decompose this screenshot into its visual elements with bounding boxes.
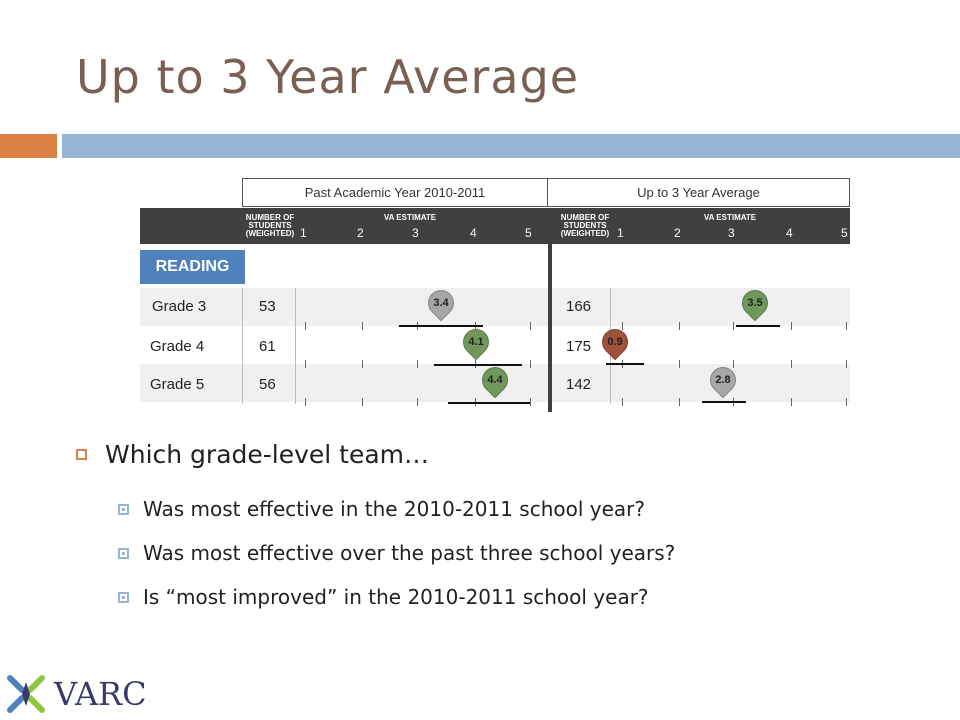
past-student-count: 56 (259, 376, 276, 393)
grade-label: Grade 5 (150, 376, 205, 393)
sub-bullet: Was most effective in the 2010-2011 scho… (118, 487, 675, 531)
avg-student-count: 175 (566, 338, 592, 355)
scale-tick: 4 (470, 226, 477, 240)
grid-tick (417, 398, 418, 406)
grid-tick (530, 360, 531, 368)
scale-tick: 1 (617, 226, 624, 240)
col-separator (295, 288, 296, 404)
va-marker-value: 3.4 (433, 297, 449, 309)
grid-tick (362, 322, 363, 330)
grid-tick (622, 322, 623, 330)
ci-line (448, 402, 530, 404)
grid-tick (846, 398, 847, 406)
sub-bullet: Was most effective over the past three s… (118, 531, 675, 575)
grid-tick (362, 398, 363, 406)
col-students-right: NUMBER OF STUDENTS (WEIGHTED) (560, 213, 610, 238)
ci-line (399, 325, 483, 327)
logo-text: VARC (54, 675, 147, 713)
va-marker-value: 0.9 (607, 336, 623, 348)
subject-label: READING (140, 250, 245, 284)
va-marker-value: 2.8 (715, 374, 731, 386)
grid-tick (679, 322, 680, 330)
square-bullet-icon (76, 449, 87, 460)
grid-tick (679, 360, 680, 368)
grid-tick (846, 322, 847, 330)
page-title: Up to 3 Year Average (76, 50, 580, 104)
header-3yr-average: Up to 3 Year Average (547, 178, 850, 207)
square-bullet-icon (118, 503, 129, 515)
col-va-right: VA ESTIMATE (703, 213, 757, 222)
grade-label: Grade 4 (150, 338, 205, 355)
grid-tick (305, 360, 306, 368)
col-students-left: NUMBER OF STUDENTS (WEIGHTED) (245, 213, 295, 238)
accent-bar-blue (62, 134, 960, 158)
grid-tick (791, 360, 792, 368)
grid-tick (362, 360, 363, 368)
grid-tick (305, 322, 306, 330)
grid-tick (417, 360, 418, 368)
sub-bullet-text: Was most effective over the past three s… (143, 541, 676, 565)
sub-bullet-text: Was most effective in the 2010-2011 scho… (143, 497, 646, 521)
col-va-left: VA ESTIMATE (383, 213, 437, 222)
scale-tick: 3 (412, 226, 419, 240)
grid-tick (622, 398, 623, 406)
va-marker-value: 4.1 (468, 336, 484, 348)
main-bullet: Which grade-level team… (76, 440, 675, 469)
question-list: Which grade-level team… Was most effecti… (76, 440, 675, 619)
scale-tick: 3 (728, 226, 735, 240)
varc-logo: VARC (4, 672, 147, 716)
section-divider (548, 244, 552, 412)
scale-tick: 1 (300, 226, 307, 240)
past-student-count: 61 (259, 338, 276, 355)
grid-tick (733, 322, 734, 330)
grid-tick (846, 360, 847, 368)
grid-tick (530, 322, 531, 330)
avg-student-count: 166 (566, 298, 592, 315)
sub-bullet-text: Is “most improved” in the 2010-2011 scho… (143, 585, 649, 609)
main-bullet-text: Which grade-level team… (105, 440, 430, 469)
past-student-count: 53 (259, 298, 276, 315)
scale-tick: 2 (357, 226, 364, 240)
grid-tick (791, 398, 792, 406)
grid-tick (679, 398, 680, 406)
grid-tick (530, 398, 531, 406)
scale-tick: 2 (674, 226, 681, 240)
va-marker-value: 4.4 (487, 374, 503, 386)
avg-student-count: 142 (566, 376, 592, 393)
varc-logo-icon (7, 675, 45, 713)
grid-tick (305, 398, 306, 406)
grid-tick (733, 360, 734, 368)
scale-tick: 5 (525, 226, 532, 240)
va-marker-value: 3.5 (747, 297, 763, 309)
square-bullet-icon (118, 547, 129, 559)
grade-label: Grade 3 (152, 298, 207, 315)
sub-bullet: Is “most improved” in the 2010-2011 scho… (118, 575, 675, 619)
grid-tick (791, 322, 792, 330)
ci-line (736, 325, 780, 327)
table-row (140, 326, 850, 364)
square-bullet-icon (118, 591, 129, 603)
accent-bar-orange (0, 134, 57, 158)
ci-line (702, 401, 746, 403)
header-past-year: Past Academic Year 2010-2011 (242, 178, 548, 207)
col-separator (242, 288, 243, 404)
scale-tick: 4 (786, 226, 793, 240)
ci-line (434, 364, 522, 366)
scale-tick: 5 (841, 226, 848, 240)
ci-line (606, 363, 644, 365)
table-row (140, 288, 850, 326)
column-header-band (140, 208, 850, 244)
